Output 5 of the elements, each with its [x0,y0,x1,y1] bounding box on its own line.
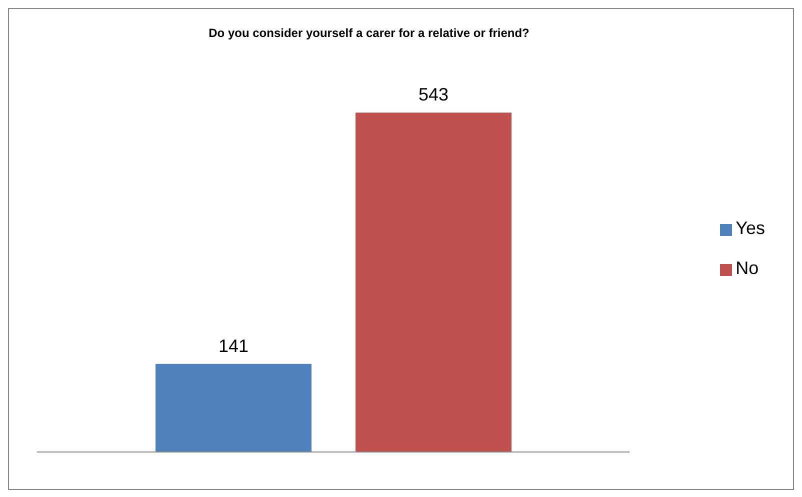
chart-title: Do you consider yourself a carer for a relative or friend? [208,26,530,40]
data-label: 141 [218,336,249,356]
legend-label: No [736,258,759,278]
data-label: 543 [418,84,449,105]
legend-label: Yes [736,218,765,238]
